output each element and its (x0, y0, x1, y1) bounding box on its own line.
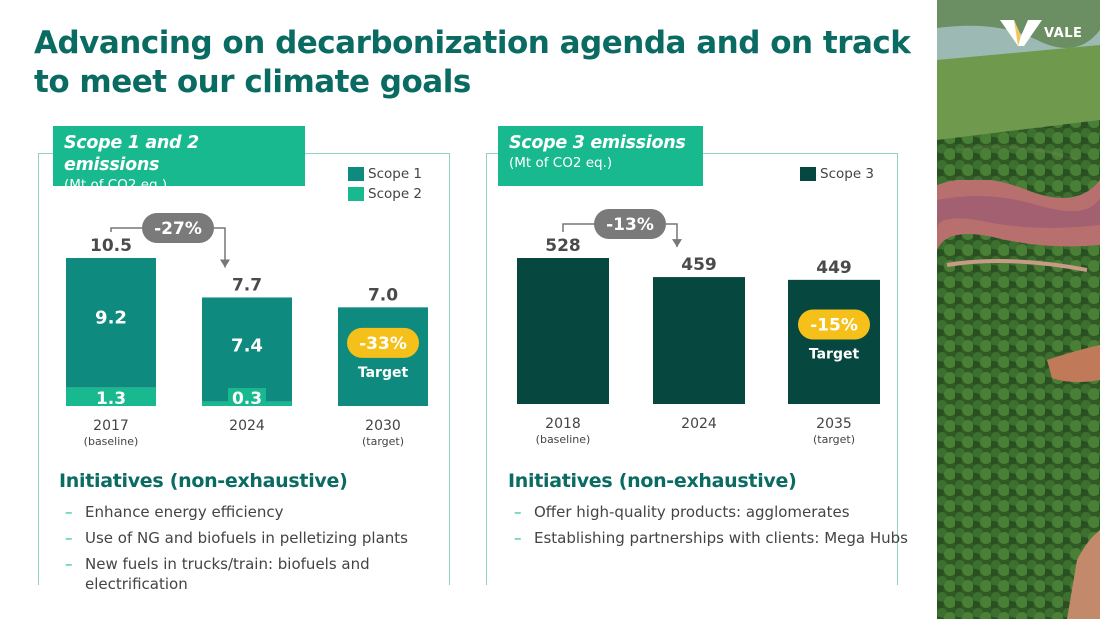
total-label: 459 (681, 255, 717, 275)
x-tick-sublabel: (target) (813, 433, 855, 446)
initiatives-title-right: Initiatives (non-exhaustive) (508, 470, 797, 492)
vale-logo-text: VALE (1044, 25, 1083, 41)
target-label: Target (358, 365, 409, 381)
bar-scope3 (517, 258, 609, 404)
bar-label-bg-scope2 (228, 388, 266, 406)
target-pill (798, 309, 870, 340)
legend-label-scope2: Scope 2 (368, 186, 423, 202)
bar-scope3 (653, 277, 745, 404)
total-label: 10.5 (90, 236, 132, 256)
legend-label-scope3: Scope 3 (820, 166, 875, 182)
target-pill-label: -15% (810, 316, 858, 336)
change-arrow-head (220, 259, 230, 268)
initiatives-list-right: Offer high-quality products: agglomerate… (514, 502, 914, 554)
page-title: Advancing on decarbonization agenda and … (34, 25, 911, 100)
vale-logo: VALE (1000, 18, 1082, 48)
total-label: 7.7 (232, 275, 262, 295)
target-pill (347, 327, 419, 358)
scope12-title: Scope 1 and 2 emissions (64, 133, 199, 175)
total-label: 7.0 (368, 285, 398, 305)
list-item: Offer high-quality products: agglomerate… (514, 502, 914, 522)
change-arrow-head (672, 239, 682, 248)
scope3-header: Scope 3 emissions (Mt of CO2 eq.) (498, 126, 703, 186)
change-pill (142, 213, 214, 243)
legend-swatch-scope3 (800, 167, 816, 181)
target-bar (788, 279, 880, 404)
legend-item-scope2: Scope 2 (348, 184, 422, 204)
x-tick-label: 2035 (816, 416, 852, 432)
scope3-legend: Scope 3 (800, 164, 874, 184)
bar-label-scope1: 9.2 (95, 307, 127, 328)
x-tick-sublabel: (baseline) (84, 435, 139, 448)
bar-scope1 (202, 297, 292, 402)
change-pill-label: -27% (154, 219, 202, 239)
legend-swatch-scope1 (348, 167, 364, 181)
target-label: Target (809, 347, 860, 363)
list-item: Use of NG and biofuels in pelletizing pl… (65, 528, 425, 548)
x-tick-label: 2030 (365, 418, 401, 434)
x-tick-label: 2024 (229, 418, 265, 434)
legend-item-scope3: Scope 3 (800, 164, 874, 184)
scope3-unit: (Mt of CO2 eq.) (509, 155, 613, 171)
bar-label-scope2: 1.3 (96, 389, 126, 409)
legend-item-scope1: Scope 1 (348, 164, 422, 184)
x-tick-sublabel: (target) (362, 435, 404, 448)
list-item: New fuels in trucks/train: biofuels and … (65, 554, 425, 594)
target-pill-label: -33% (359, 334, 407, 354)
x-tick-label: 2018 (545, 416, 581, 432)
list-item: Enhance energy efficiency (65, 502, 425, 522)
change-pill-label: -13% (606, 215, 654, 235)
scope12-legend: Scope 1 Scope 2 (348, 164, 422, 204)
forest-photo (937, 0, 1100, 619)
scope12-header: Scope 1 and 2 emissions (Mt of CO2 eq.) (53, 126, 305, 193)
x-tick-label: 2024 (681, 416, 717, 432)
legend-swatch-scope2 (348, 187, 364, 201)
vale-logo-icon (1000, 20, 1042, 46)
bar-scope2 (66, 387, 156, 406)
initiatives-title-left: Initiatives (non-exhaustive) (59, 470, 348, 492)
bar-label-scope2: 0.3 (232, 389, 262, 409)
total-label: 528 (545, 236, 581, 256)
scope3-title: Scope 3 emissions (509, 133, 686, 153)
bar-label-scope1: 7.4 (231, 335, 263, 356)
initiatives-list-left: Enhance energy efficiency Use of NG and … (65, 502, 425, 600)
list-item: Establishing partnerships with clients: … (514, 528, 914, 548)
legend-label-scope1: Scope 1 (368, 166, 423, 182)
total-label: 449 (816, 258, 852, 278)
scope12-unit: (Mt of CO2 eq.) (64, 177, 168, 193)
bar-scope1 (66, 258, 156, 388)
x-tick-label: 2017 (93, 418, 129, 434)
change-pill (594, 209, 666, 239)
x-tick-sublabel: (baseline) (536, 433, 591, 446)
forest-image (937, 0, 1100, 619)
